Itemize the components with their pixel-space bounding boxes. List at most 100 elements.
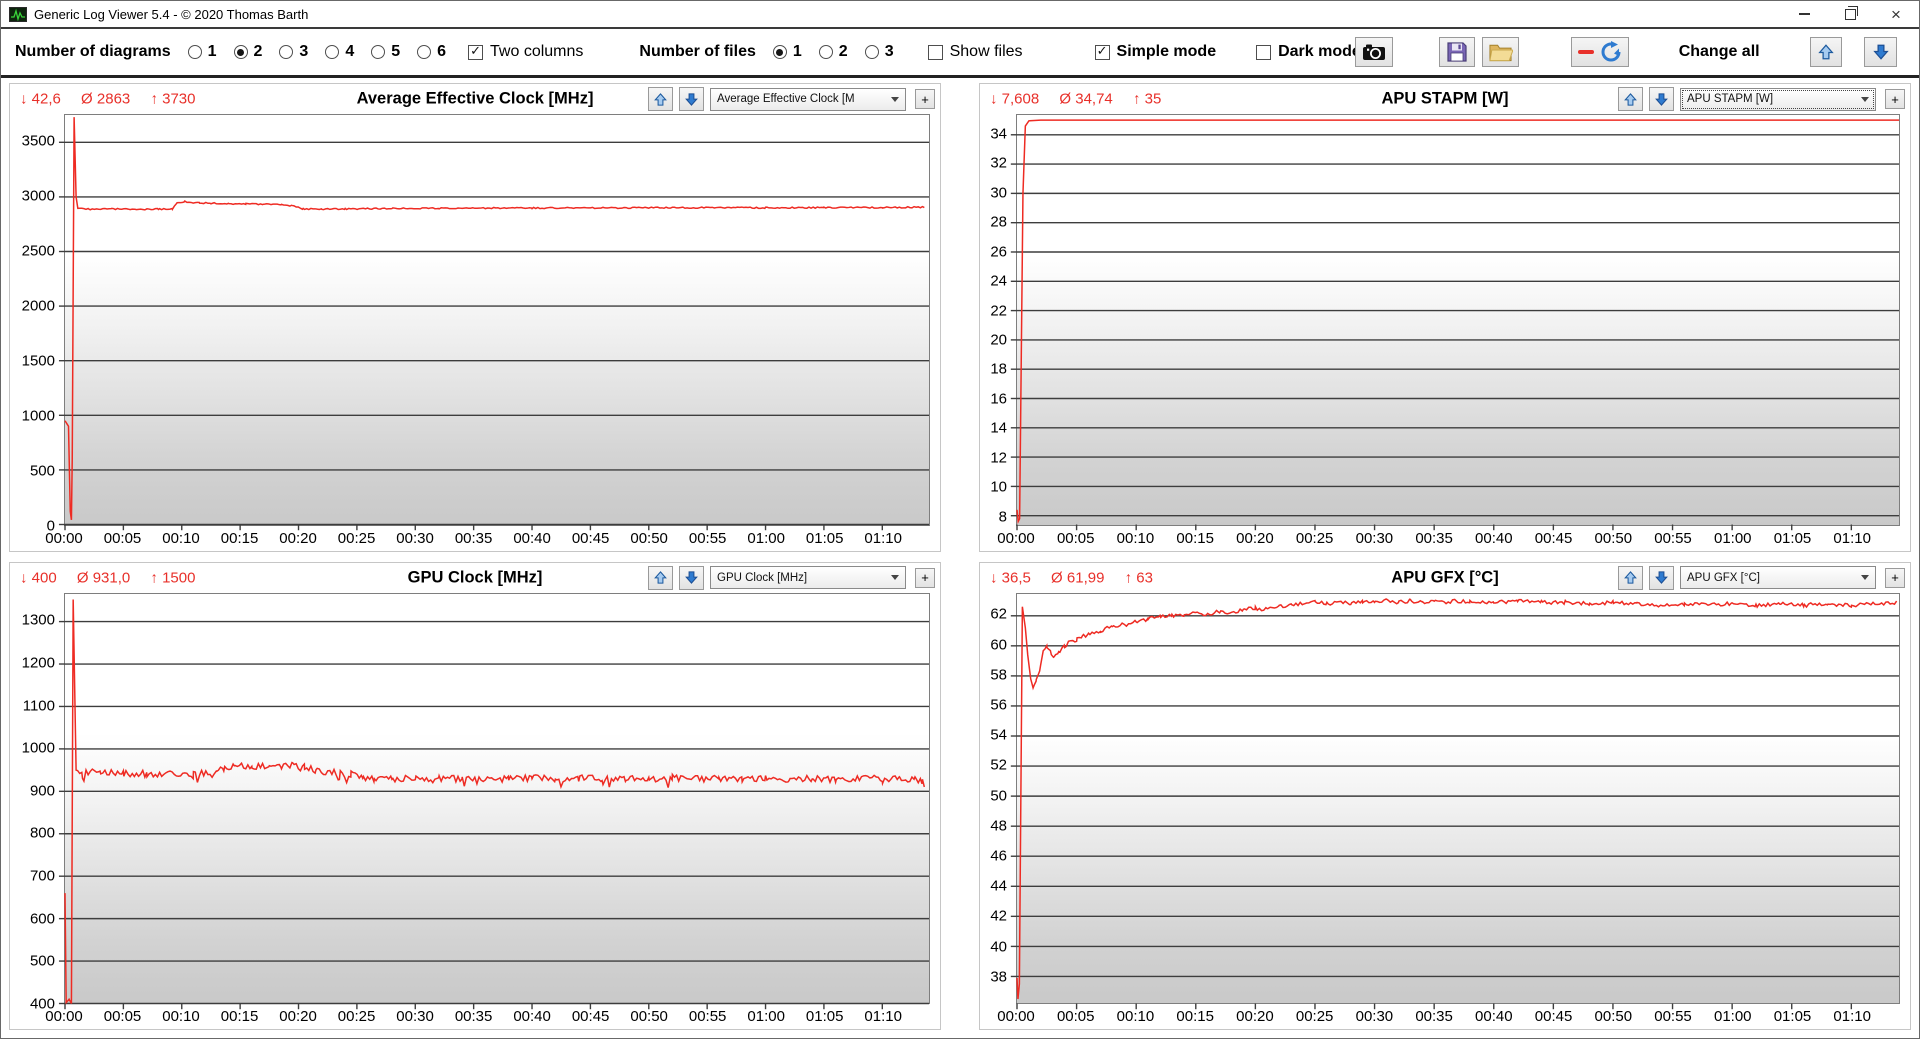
radio-icon[interactable] — [371, 45, 386, 59]
y-axis-label: 10 — [990, 478, 1007, 496]
line-style-refresh-button[interactable] — [1570, 37, 1629, 67]
close-button[interactable]: × — [1873, 1, 1919, 27]
plot-area — [1016, 592, 1900, 1005]
diagrams-radio-3[interactable]: 3 — [279, 43, 308, 61]
x-axis-label: 00:40 — [513, 529, 551, 547]
x-axis-label: 01:05 — [1773, 529, 1812, 547]
chevron-down-icon — [891, 575, 899, 580]
x-axis-label: 00:20 — [279, 1008, 317, 1025]
y-axis-label: 48 — [990, 817, 1007, 835]
titlebar[interactable]: Generic Log Viewer 5.4 - © 2020 Thomas B… — [1, 1, 1919, 27]
move-chart-up-button[interactable] — [648, 87, 673, 111]
files-radio-3[interactable]: 3 — [864, 43, 894, 61]
move-chart-down-button[interactable] — [1649, 565, 1674, 590]
dark-mode-checkbox[interactable]: Dark mode — [1256, 43, 1361, 61]
move-chart-down-button[interactable] — [679, 565, 704, 590]
plot-row: 8 10 12 14 16 18 20 22 24 26 28 30 32 34 — [980, 114, 1910, 526]
show-files-checkbox[interactable]: Show files — [927, 43, 1023, 61]
save-button[interactable] — [1438, 37, 1475, 67]
chart-panel-apu-gfx: ↓ 36,5 Ø 61,99 ↑ 63 APU GFX [°C] APU GFX… — [979, 561, 1911, 1030]
y-axis-label: 42 — [990, 907, 1007, 925]
chart-stats: ↓ 36,5 Ø 61,99 ↑ 63 — [990, 569, 1169, 586]
x-axis-label: 00:05 — [1056, 1008, 1095, 1025]
x-axis-label: 01:00 — [1713, 1008, 1752, 1025]
channel-select[interactable]: APU GFX [°C] — [1680, 566, 1876, 589]
move-chart-up-button[interactable] — [648, 565, 673, 590]
radio-icon[interactable] — [417, 45, 432, 59]
diagrams-radio-6[interactable]: 6 — [417, 43, 446, 61]
radio-icon[interactable] — [864, 45, 879, 59]
channel-select[interactable]: APU STAPM [W] — [1680, 87, 1876, 111]
y-axis-label: 2500 — [21, 242, 55, 260]
plot-row: 38 40 42 44 46 48 50 52 54 56 58 60 62 — [980, 592, 1910, 1005]
change-all-up-button[interactable] — [1809, 37, 1843, 67]
y-axis: 0 500 1000 1500 2000 2500 3000 3500 — [10, 114, 64, 534]
move-chart-down-button[interactable] — [679, 87, 704, 111]
radio-selected-icon[interactable] — [772, 45, 787, 59]
gridlines — [1011, 615, 1899, 1008]
checkbox-checked-icon[interactable] — [1094, 44, 1110, 60]
y-axis-label: 62 — [990, 605, 1007, 623]
open-file-button[interactable] — [1481, 37, 1519, 67]
files-radio-2[interactable]: 2 — [818, 43, 848, 61]
channel-select[interactable]: Average Effective Clock [M — [710, 87, 906, 111]
x-axis-label: 00:20 — [1236, 1008, 1274, 1025]
add-channel-button[interactable]: + — [915, 89, 935, 109]
checkbox-icon[interactable] — [1256, 44, 1272, 60]
x-axis-label: 00:10 — [162, 1008, 200, 1025]
radio-icon[interactable] — [818, 45, 833, 59]
radio-icon[interactable] — [325, 45, 340, 59]
checkbox-icon[interactable] — [927, 44, 943, 60]
move-chart-up-button[interactable] — [1618, 565, 1643, 590]
y-axis-label: 20 — [990, 331, 1007, 349]
add-channel-button[interactable]: + — [1885, 567, 1905, 588]
channel-select[interactable]: GPU Clock [MHz] — [710, 566, 906, 589]
stat-min: ↓ 36,5 — [990, 569, 1031, 586]
diagrams-radio-1[interactable]: 1 — [187, 43, 217, 61]
diagrams-radio-5[interactable]: 5 — [371, 43, 400, 61]
radio-selected-icon[interactable] — [233, 45, 248, 59]
gridlines — [59, 621, 929, 1009]
minimize-button[interactable] — [1781, 1, 1827, 27]
stat-max: ↑ 63 — [1124, 569, 1153, 586]
stat-max: ↑ 3730 — [150, 90, 196, 108]
move-chart-up-button[interactable] — [1618, 87, 1643, 111]
number-of-diagrams-label: Number of diagrams — [15, 43, 171, 60]
y-axis-label: 40 — [990, 938, 1007, 956]
x-axis-label: 00:40 — [1475, 1008, 1513, 1025]
restore-button[interactable] — [1827, 1, 1873, 27]
y-axis-label: 22 — [990, 302, 1007, 320]
radio-icon[interactable] — [279, 45, 294, 59]
y-axis: 8 10 12 14 16 18 20 22 24 26 28 30 32 34 — [980, 114, 1016, 526]
toolbar: Number of diagrams 1 2 3 4 5 6 Two colum… — [1, 29, 1919, 75]
y-axis-label: 700 — [29, 867, 55, 885]
checkbox-checked-icon[interactable] — [468, 44, 484, 60]
y-axis-label: 1000 — [21, 739, 55, 757]
y-axis-label: 1000 — [21, 407, 55, 425]
folder-icon — [1489, 44, 1513, 62]
move-chart-down-button[interactable] — [1649, 87, 1674, 111]
simple-mode-checkbox[interactable]: Simple mode — [1094, 43, 1216, 61]
y-axis-label: 500 — [29, 462, 55, 480]
plot-row: 0 500 1000 1500 2000 2500 3000 3500 — [10, 114, 940, 534]
radio-icon[interactable] — [187, 45, 202, 59]
plot-area — [64, 114, 930, 526]
y-axis-label: 24 — [990, 272, 1007, 290]
x-axis-label: 00:10 — [1116, 1008, 1155, 1025]
add-channel-button[interactable]: + — [915, 567, 935, 588]
change-all-down-button[interactable] — [1864, 37, 1897, 67]
y-axis-label: 56 — [990, 696, 1007, 714]
files-radio-1[interactable]: 1 — [772, 43, 802, 61]
chart-header: ↓ 7,608 Ø 34,74 ↑ 35 APU STAPM [W] APU S… — [980, 84, 1910, 114]
chart-controls: APU GFX [°C] + — [1618, 565, 1905, 590]
two-columns-checkbox[interactable]: Two columns — [468, 43, 583, 61]
diagrams-radio-2[interactable]: 2 — [233, 43, 262, 61]
chart-title: APU STAPM [W] — [1381, 89, 1509, 108]
add-channel-button[interactable]: + — [1885, 89, 1905, 109]
arrow-up-icon — [1624, 92, 1637, 106]
diagrams-radio-4[interactable]: 4 — [325, 43, 354, 61]
chart-canvas — [65, 115, 929, 525]
chevron-down-icon — [891, 96, 899, 102]
x-axis-label: 00:45 — [1534, 1008, 1573, 1025]
screenshot-button[interactable] — [1354, 37, 1393, 67]
